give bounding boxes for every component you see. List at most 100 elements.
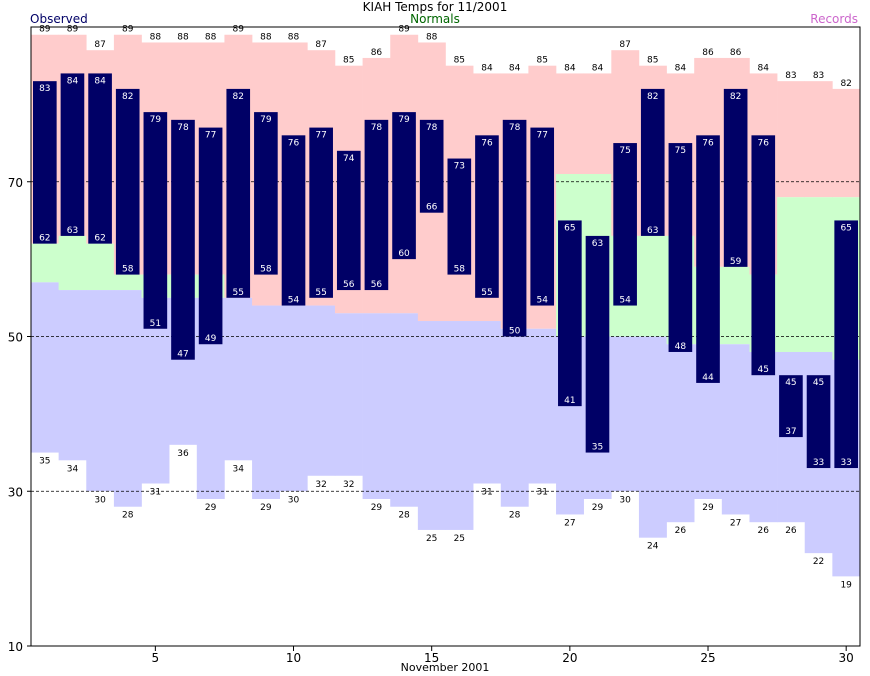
record-low-label: 25 <box>426 534 437 544</box>
record-low-band <box>252 305 280 499</box>
record-low-label: 34 <box>233 464 245 474</box>
normal-range-band <box>777 197 806 352</box>
record-low-label: 29 <box>371 503 383 513</box>
observed-high-label: 79 <box>398 115 410 125</box>
observed-low-label: 44 <box>702 373 714 383</box>
y-tick-label: 10 <box>8 640 23 654</box>
observed-low-label: 63 <box>647 226 658 236</box>
observed-bar <box>364 119 389 291</box>
record-low-band <box>390 313 419 507</box>
record-high-band <box>832 88 861 198</box>
record-high-label: 89 <box>39 25 51 35</box>
observed-bar <box>751 135 776 376</box>
observed-low-label: 37 <box>785 427 796 437</box>
observed-bar <box>779 375 803 438</box>
observed-bar <box>309 127 333 298</box>
record-low-label: 30 <box>94 495 106 505</box>
observed-high-label: 65 <box>564 223 575 233</box>
record-low-label: 27 <box>730 518 741 528</box>
observed-high-label: 75 <box>619 146 630 156</box>
observed-high-label: 82 <box>122 92 133 102</box>
record-low-band <box>721 344 750 515</box>
observed-high-label: 78 <box>371 123 383 133</box>
record-low-band <box>58 290 87 461</box>
observed-bar <box>530 127 555 306</box>
observed-bar <box>502 119 527 337</box>
observed-low-label: 59 <box>730 257 742 267</box>
observed-high-label: 65 <box>840 223 851 233</box>
y-tick-label: 50 <box>8 331 23 345</box>
observed-bar <box>171 119 195 360</box>
record-high-label: 86 <box>730 48 742 58</box>
record-high-label: 86 <box>702 48 714 58</box>
record-high-label: 89 <box>67 25 79 35</box>
record-low-band <box>417 321 446 530</box>
record-high-label: 85 <box>536 56 547 66</box>
record-high-label: 87 <box>315 40 326 50</box>
observed-high-label: 84 <box>94 76 106 86</box>
observed-bar <box>475 135 499 298</box>
record-low-band <box>362 313 391 499</box>
observed-bar <box>143 112 168 329</box>
record-low-band <box>500 328 529 507</box>
observed-low-label: 55 <box>315 288 326 298</box>
observed-high-label: 76 <box>288 138 300 148</box>
observed-low-label: 48 <box>675 342 687 352</box>
x-axis-label: November 2001 <box>400 661 490 674</box>
chart-title: KIAH Temps for 11/2001 <box>362 0 508 14</box>
observed-bar <box>834 220 858 469</box>
legend-observed: Observed <box>30 12 88 26</box>
record-high-label: 88 <box>260 32 272 42</box>
record-low-label: 32 <box>343 480 354 490</box>
observed-high-label: 73 <box>454 162 465 172</box>
record-low-label: 26 <box>675 526 687 536</box>
record-high-label: 84 <box>564 63 576 73</box>
observed-high-label: 76 <box>758 138 770 148</box>
observed-low-label: 66 <box>426 203 438 213</box>
observed-low-label: 50 <box>509 327 521 337</box>
observed-low-label: 33 <box>813 458 824 468</box>
observed-high-label: 78 <box>177 123 189 133</box>
observed-bar <box>723 88 748 267</box>
observed-low-label: 63 <box>67 226 78 236</box>
observed-bar <box>115 88 140 275</box>
observed-bar <box>668 143 693 352</box>
x-tick-label: 25 <box>700 651 715 665</box>
record-high-label: 83 <box>785 71 796 81</box>
observed-low-label: 41 <box>564 396 575 406</box>
observed-bar <box>198 127 223 345</box>
observed-high-label: 79 <box>260 115 272 125</box>
record-low-band <box>528 328 557 484</box>
record-low-label: 19 <box>840 580 852 590</box>
record-low-label: 30 <box>288 495 300 505</box>
record-low-band <box>307 305 336 476</box>
record-low-band <box>638 336 667 538</box>
observed-high-label: 82 <box>233 92 244 102</box>
observed-low-label: 55 <box>481 288 492 298</box>
observed-bar <box>226 88 251 298</box>
record-low-label: 26 <box>785 526 797 536</box>
record-high-label: 85 <box>454 56 465 66</box>
observed-low-label: 54 <box>288 296 300 306</box>
observed-bar <box>806 375 831 469</box>
observed-high-label: 79 <box>150 115 162 125</box>
x-tick-label: 10 <box>286 651 301 665</box>
record-high-band <box>804 81 833 198</box>
observed-low-label: 54 <box>536 296 548 306</box>
record-high-label: 84 <box>675 63 687 73</box>
observed-low-label: 62 <box>94 234 105 244</box>
record-low-label: 28 <box>122 511 134 521</box>
record-high-label: 87 <box>619 40 630 50</box>
record-high-label: 84 <box>592 63 604 73</box>
observed-bar <box>558 220 582 407</box>
observed-bar <box>88 73 112 244</box>
record-high-label: 82 <box>840 79 851 89</box>
observed-low-label: 62 <box>39 234 50 244</box>
normal-range-band <box>113 274 142 291</box>
observed-high-label: 82 <box>730 92 741 102</box>
observed-bar <box>254 112 278 275</box>
record-low-band <box>86 290 115 492</box>
record-high-label: 85 <box>647 56 658 66</box>
record-low-label: 36 <box>177 449 189 459</box>
